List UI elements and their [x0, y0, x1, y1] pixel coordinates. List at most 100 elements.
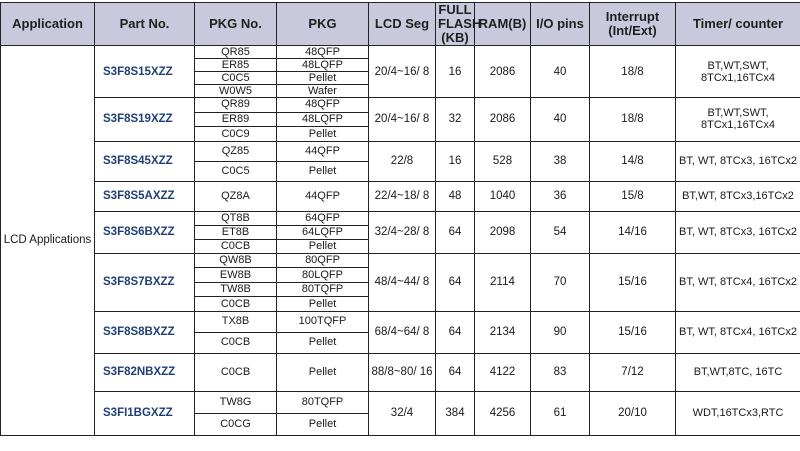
- pkg-no-cell: C0C9: [194, 126, 277, 142]
- flash-cell: 384: [435, 390, 475, 436]
- pkg-no-cell: QW8B: [194, 252, 277, 269]
- header-pkg: PKG: [276, 2, 369, 46]
- lcd-seg-cell: 22/8: [368, 140, 436, 182]
- lcd-seg-cell: 20/4~16/ 8: [368, 45, 436, 98]
- pkg-cell: 48LQFP: [276, 111, 369, 128]
- table-row: S3F8S19XZZ QR89 48QFP 20/4~16/ 8 32 2086 40 18/…: [1, 97, 800, 142]
- table-row: W0W5 Wafer: [1, 84, 800, 98]
- table-row: C0CB Pellet: [1, 296, 800, 312]
- pkg-no-cell: C0CB: [194, 352, 277, 392]
- timer-cell: WDT,16TCx3,RTC: [675, 390, 800, 436]
- interrupt-cell: 15/16: [589, 252, 676, 312]
- table-row: C0C5 Pellet: [1, 160, 800, 182]
- header-lcd-seg: LCD Seg: [368, 2, 436, 46]
- ram-cell: 1040: [474, 180, 531, 212]
- table-body: LCD Applications S3F8S15XZZ QR85 48QFP 20/4~…: [0, 45, 800, 436]
- ram-cell: 2098: [474, 210, 531, 254]
- pkg-no-cell: ER89: [194, 111, 277, 128]
- pkg-no-cell: C0CB: [194, 238, 277, 254]
- lcd-seg-cell: 48/4~44/ 8: [368, 252, 436, 312]
- ram-cell: 2086: [474, 45, 531, 98]
- pkg-no-cell: QR89: [194, 97, 277, 113]
- flash-cell: 64: [435, 352, 475, 392]
- table-row: C0C9 Pellet: [1, 126, 800, 142]
- part-number-cell: S3F8S7BXZZ: [94, 252, 195, 312]
- pkg-cell: Pellet: [276, 352, 369, 392]
- pkg-no-cell: QT8B: [194, 210, 277, 226]
- pkg-no-cell: C0C5: [194, 160, 277, 182]
- flash-cell: 32: [435, 97, 475, 142]
- table-row: S3F8S8BXZZ TX8B 100TQFP 68/4~64/ 8 64 2134 90 1…: [1, 310, 800, 354]
- pkg-cell: Wafer: [276, 84, 369, 98]
- table-row: EW8B 80LQFP: [1, 267, 800, 283]
- pkg-no-cell: TW8B: [194, 281, 277, 298]
- pkg-no-cell: C0CG: [194, 412, 277, 436]
- table-row: S3F82NBXZZ C0CB Pellet 88/8~80/ 16 64 4122 83 7…: [1, 352, 800, 392]
- timer-cell: BT,WT,8TC, 16TC: [675, 352, 800, 392]
- header-timer: Timer/ counter: [675, 2, 800, 46]
- interrupt-cell: 14/8: [589, 140, 676, 182]
- pkg-cell: Pellet: [276, 71, 369, 85]
- pkg-no-cell: C0CB: [194, 296, 277, 312]
- pkg-cell: Pellet: [276, 331, 369, 354]
- flash-cell: 16: [435, 45, 475, 98]
- pkg-cell: 48QFP: [276, 45, 369, 59]
- pkg-cell: 100TQFP: [276, 310, 369, 333]
- pkg-no-cell: C0C5: [194, 71, 277, 85]
- pkg-cell: 80TQFP: [276, 390, 369, 414]
- timer-cell: BT, WT, 8TCx3, 16TCx2: [675, 210, 800, 254]
- part-number-cell: S3F8S19XZZ: [94, 97, 195, 142]
- pkg-cell: 80LQFP: [276, 267, 369, 283]
- io-pins-cell: 61: [530, 390, 590, 436]
- pkg-cell: 64LQFP: [276, 224, 369, 240]
- part-number-cell: S3F8S6BXZZ: [94, 210, 195, 254]
- header-pkg-no: PKG No.: [194, 2, 277, 46]
- lcd-seg-cell: 22/4~18/ 8: [368, 180, 436, 212]
- table-row: ER89 48LQFP: [1, 111, 800, 128]
- io-pins-cell: 40: [530, 45, 590, 98]
- pkg-cell: 48LQFP: [276, 58, 369, 72]
- lcd-seg-cell: 32/4: [368, 390, 436, 436]
- header-io-pins: I/O pins: [530, 2, 590, 46]
- io-pins-cell: 70: [530, 252, 590, 312]
- table-row: S3F8S5AXZZ QZ8A 44QFP 22/4~18/ 8 48 1040 36 15/…: [1, 180, 800, 212]
- part-number-cell: S3F8S8BXZZ: [94, 310, 195, 354]
- flash-cell: 64: [435, 210, 475, 254]
- table-row: C0CB Pellet: [1, 331, 800, 354]
- timer-cell: BT, WT, 8TCx4, 16TCx2: [675, 310, 800, 354]
- part-number-cell: S3F8S5AXZZ: [94, 180, 195, 212]
- pkg-no-cell: TW8G: [194, 390, 277, 414]
- timer-cell: BT, WT, 8TCx3, 16TCx2: [675, 140, 800, 182]
- table-row: S3F8S45XZZ QZ85 44QFP 22/8 16 528 38 14/8 BT, WT…: [1, 140, 800, 182]
- pkg-cell: 44QFP: [276, 140, 369, 162]
- timer-cell: BT, WT, 8TCx4, 16TCx2: [675, 252, 800, 312]
- interrupt-cell: 7/12: [589, 352, 676, 392]
- table-row: ER85 48LQFP: [1, 58, 800, 72]
- ram-cell: 2134: [474, 310, 531, 354]
- ram-cell: 2114: [474, 252, 531, 312]
- flash-cell: 48: [435, 180, 475, 212]
- pkg-no-cell: C0CB: [194, 331, 277, 354]
- interrupt-cell: 15/16: [589, 310, 676, 354]
- part-number-cell: S3F82NBXZZ: [94, 352, 195, 392]
- ram-cell: 528: [474, 140, 531, 182]
- pkg-cell: Pellet: [276, 126, 369, 142]
- pkg-no-cell: TX8B: [194, 310, 277, 333]
- table-row: C0CG Pellet: [1, 412, 800, 436]
- header-interrupt: Interrupt (Int/Ext): [589, 2, 676, 46]
- lcd-seg-cell: 20/4~16/ 8: [368, 97, 436, 142]
- timer-cell: BT,WT,SWT, 8TCx1,16TCx4: [675, 45, 800, 98]
- pkg-cell: Pellet: [276, 160, 369, 182]
- table-row: C0C5 Pellet: [1, 71, 800, 85]
- pkg-no-cell: ER85: [194, 58, 277, 72]
- timer-cell: BT,WT, 8TCx3,16TCx2: [675, 180, 800, 212]
- interrupt-cell: 18/8: [589, 45, 676, 98]
- io-pins-cell: 90: [530, 310, 590, 354]
- interrupt-cell: 20/10: [589, 390, 676, 436]
- part-number-cell: S3FI1BGXZZ: [94, 390, 195, 436]
- interrupt-cell: 18/8: [589, 97, 676, 142]
- pkg-cell: 44QFP: [276, 180, 369, 212]
- pkg-no-cell: ET8B: [194, 224, 277, 240]
- pkg-cell: 80TQFP: [276, 281, 369, 298]
